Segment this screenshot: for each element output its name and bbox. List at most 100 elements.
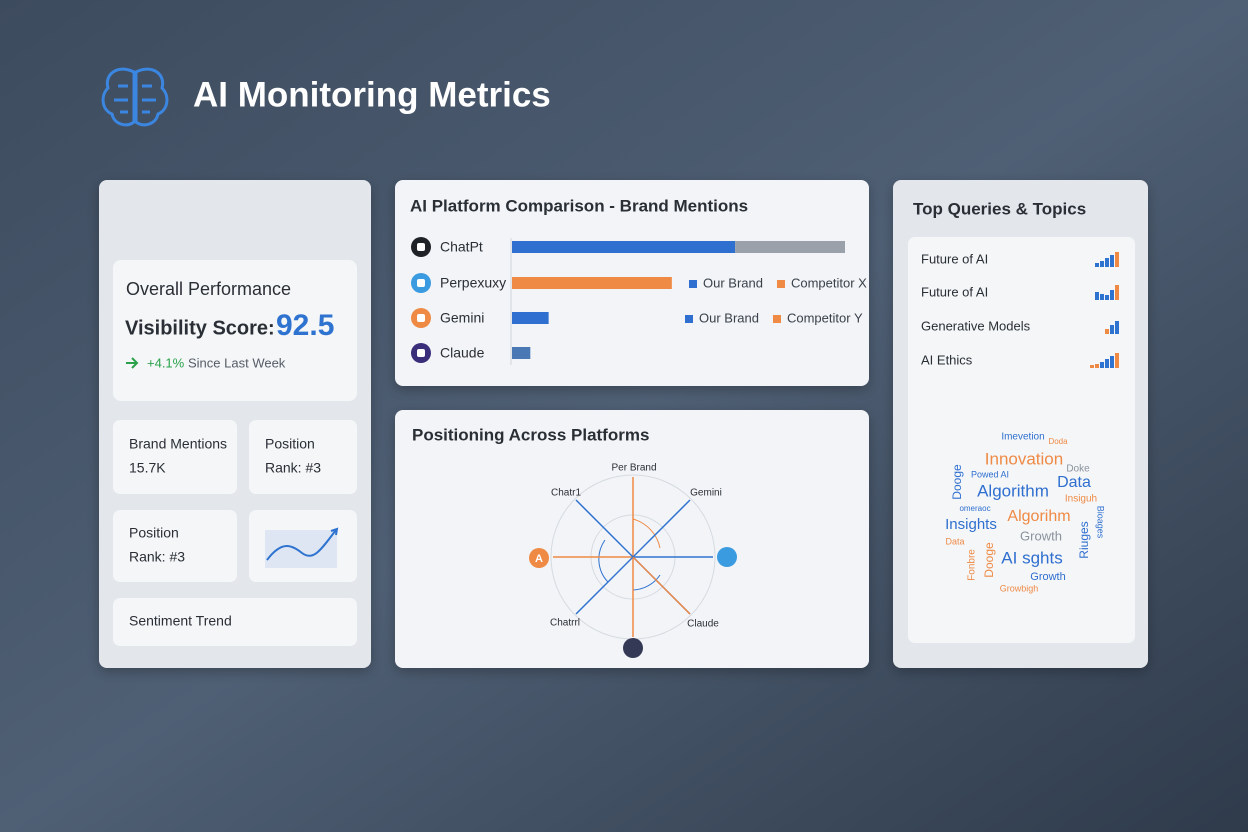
cloud-word: Doke xyxy=(1066,464,1090,475)
query-icon-bar xyxy=(1110,255,1114,267)
platform-name: Gemini xyxy=(440,310,484,326)
platform-name: ChatPt xyxy=(440,239,483,255)
cloud-word: Dooge xyxy=(950,464,964,500)
tile xyxy=(113,420,237,494)
query-icon-bar xyxy=(1110,356,1114,368)
sentiment-card xyxy=(113,598,357,646)
bar xyxy=(512,241,736,253)
query-icon-bar xyxy=(1095,364,1099,368)
legend-label: Competitor X xyxy=(791,275,867,290)
bar xyxy=(512,277,672,289)
cloud-word: Insights xyxy=(945,516,997,533)
queries-panel xyxy=(908,237,1135,643)
cloud-word: Growth xyxy=(1020,528,1062,543)
platform-name: Perpexuxy xyxy=(440,275,506,291)
cloud-word: Growth xyxy=(1030,571,1065,583)
query-icon-bar xyxy=(1100,294,1104,300)
query-icon-bar xyxy=(1110,290,1114,300)
tile-label: Position xyxy=(265,436,315,452)
page-title: AI Monitoring Metrics xyxy=(193,75,551,114)
radar-label: Claude xyxy=(687,619,719,630)
up-arrow xyxy=(126,357,139,369)
query-icon-bar xyxy=(1105,258,1109,267)
legend-swatch xyxy=(772,315,781,323)
query-icon-bar xyxy=(1115,252,1119,267)
query-icon-bar xyxy=(1115,285,1119,300)
query-icon-bar xyxy=(1105,295,1109,300)
cloud-word: omeraoc xyxy=(959,504,990,513)
tile-label: Brand Mentions xyxy=(129,436,227,452)
platform-icon-glyph xyxy=(417,349,425,357)
platform-icon-glyph xyxy=(417,314,425,322)
cloud-word: Imevetion xyxy=(1001,432,1044,443)
tile-value: Rank: #3 xyxy=(129,549,185,565)
cloud-word: Bioages xyxy=(1096,506,1106,539)
query-icon-bar xyxy=(1095,263,1099,267)
query-item: Future of AI xyxy=(921,284,988,299)
sparkline-area xyxy=(265,530,337,568)
score-value: 92.5 xyxy=(276,309,334,342)
cloud-word: Data xyxy=(1057,474,1091,491)
performance-card xyxy=(113,260,357,401)
radar-label: Chatr1 xyxy=(551,488,581,499)
cloud-word: Algorihm xyxy=(1007,508,1070,525)
cloud-word: Innovation xyxy=(985,449,1063,468)
score-label: Visibility Score: xyxy=(125,317,275,339)
query-icon-bar xyxy=(1110,325,1114,334)
cloud-word: Insiguh xyxy=(1065,494,1097,505)
radar-icon-label: A xyxy=(535,553,543,565)
cloud-word: Doda xyxy=(1048,437,1068,446)
card-title: Positioning Across Platforms xyxy=(412,425,649,444)
cloud-word: Fonbre xyxy=(967,549,978,581)
legend-label: Our Brand xyxy=(703,275,763,290)
card-title: Top Queries & Topics xyxy=(913,199,1086,218)
legend-swatch xyxy=(689,280,697,288)
cloud-word: Dooge xyxy=(982,542,996,578)
brain-icon xyxy=(101,67,169,127)
legend-label: Competitor Y xyxy=(787,310,863,325)
query-icon-bar xyxy=(1100,261,1104,267)
query-icon-bar xyxy=(1090,365,1094,368)
comparison-bars: ChatPt Perpexuxy Gemini Claude Our Brand Comp… xyxy=(411,237,867,363)
change-note: Since Last Week xyxy=(188,355,286,370)
sparkline xyxy=(266,527,339,561)
cloud-word: Growbigh xyxy=(1000,583,1039,593)
query-icon-bar xyxy=(1105,329,1109,334)
sentiment-label: Sentiment Trend xyxy=(129,613,232,629)
platform-icon-glyph xyxy=(417,243,425,251)
positioning-card xyxy=(395,410,869,668)
cloud-word: Algorithm xyxy=(977,481,1049,500)
platform-name: Claude xyxy=(440,345,485,361)
bar xyxy=(512,312,549,324)
query-list: Future of AI Future of AI Generative Model… xyxy=(921,251,1119,368)
tile-value: Rank: #3 xyxy=(265,460,321,476)
cloud-word: Riuges xyxy=(1077,521,1091,558)
query-icon-bar xyxy=(1100,362,1104,368)
bar xyxy=(735,241,845,253)
platform-icon-glyph xyxy=(417,279,425,287)
radar-label: Chatrrl xyxy=(550,618,580,629)
query-item: AI Ethics xyxy=(921,352,973,367)
card-title: AI Platform Comparison - Brand Mentions xyxy=(410,196,748,215)
tile xyxy=(249,420,357,494)
legend-label: Our Brand xyxy=(699,310,759,325)
legend-swatch xyxy=(776,280,785,288)
query-item: Future of AI xyxy=(921,251,988,266)
query-icon-bar xyxy=(1115,353,1119,368)
query-icon-bar xyxy=(1105,359,1109,368)
bar xyxy=(512,347,531,359)
legend-swatch xyxy=(685,315,693,323)
change: +4.1% xyxy=(147,355,185,370)
card-title: Overall Performance xyxy=(126,279,291,299)
radar xyxy=(529,474,737,658)
cloud-word: Powed AI xyxy=(971,469,1009,479)
cloud-word: AI sghts xyxy=(1001,548,1062,567)
query-icon-bar xyxy=(1115,321,1119,334)
query-item: Generative Models xyxy=(921,318,1031,333)
radar-label: Gemini xyxy=(690,488,722,499)
tile-value: 15.7K xyxy=(129,460,166,476)
cloud-word: Data xyxy=(945,536,964,546)
